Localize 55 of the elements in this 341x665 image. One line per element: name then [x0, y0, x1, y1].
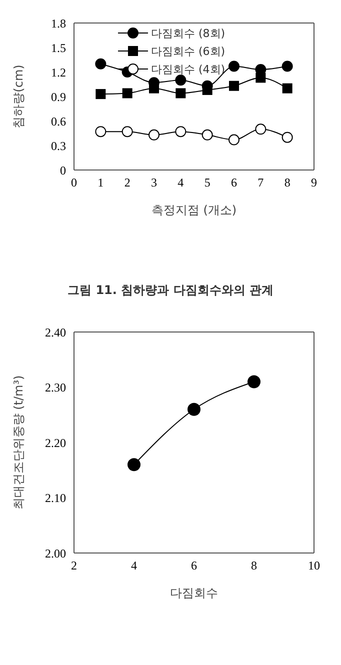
x-tick-label: 4 — [131, 558, 137, 573]
point — [255, 124, 266, 135]
y-tick-label: 0.6 — [51, 114, 66, 128]
y-tick-label: 0.9 — [51, 90, 66, 104]
point — [122, 126, 133, 138]
x-tick-label: 2 — [124, 176, 130, 190]
y-tick-label: 0 — [60, 163, 66, 178]
x-tick-label: 4 — [178, 176, 184, 190]
x-tick-label: 10 — [308, 558, 320, 573]
y-axis-title: 침하량(cm) — [11, 64, 26, 128]
y-tick-label: 1.2 — [51, 65, 66, 80]
y-tick-label: 2.10 — [45, 491, 66, 506]
x-tick-label: 6 — [191, 558, 197, 573]
point — [188, 402, 200, 416]
x-tick-label: 1 — [98, 176, 104, 190]
x-tick-label: 3 — [151, 176, 157, 190]
y-tick-label: 1.5 — [51, 40, 66, 55]
caption: 그림 11. 침하량과 다짐회수와의 관계 — [66, 282, 274, 299]
y-tick-label: 0.3 — [51, 138, 66, 153]
point — [282, 132, 293, 143]
x-tick-label: 5 — [204, 176, 210, 190]
x-tick-label: 9 — [311, 176, 317, 190]
y-tick-label: 1.8 — [51, 16, 66, 30]
y-tick-label: 2.00 — [45, 546, 66, 560]
y-axis-title: 최대건조단위중량 (t/m³) — [11, 375, 26, 510]
point — [128, 458, 140, 472]
x-axis-title: 측정지점 (개소) — [151, 203, 237, 217]
x-tick-label: 8 — [251, 558, 257, 573]
x-tick-label: 8 — [284, 176, 290, 190]
legend-label: 다짐회수 (6회) — [151, 44, 226, 58]
point — [96, 89, 106, 100]
point — [228, 60, 240, 72]
point — [229, 80, 239, 91]
point — [248, 375, 260, 388]
point — [175, 74, 186, 86]
point — [95, 126, 106, 138]
x-tick-label: 6 — [231, 176, 237, 190]
point — [122, 88, 132, 98]
x-tick-label: 0 — [71, 176, 77, 190]
legend-label: 다짐회수 (4회) — [151, 62, 226, 76]
point — [175, 126, 186, 138]
point — [282, 60, 293, 72]
point — [148, 129, 160, 140]
x-tick-label: 7 — [258, 176, 264, 190]
point — [176, 88, 186, 98]
legend-label: 다짐회수 (8회) — [151, 26, 226, 40]
point — [282, 83, 292, 94]
point — [95, 58, 106, 70]
x-axis-title: 다짐회수 — [170, 586, 218, 600]
point — [202, 129, 213, 140]
y-tick-label: 2.20 — [45, 436, 66, 450]
y-tick-label: 2.40 — [45, 325, 66, 340]
x-tick-label: 2 — [71, 558, 77, 573]
point — [228, 134, 240, 146]
y-tick-label: 2.30 — [45, 380, 66, 395]
